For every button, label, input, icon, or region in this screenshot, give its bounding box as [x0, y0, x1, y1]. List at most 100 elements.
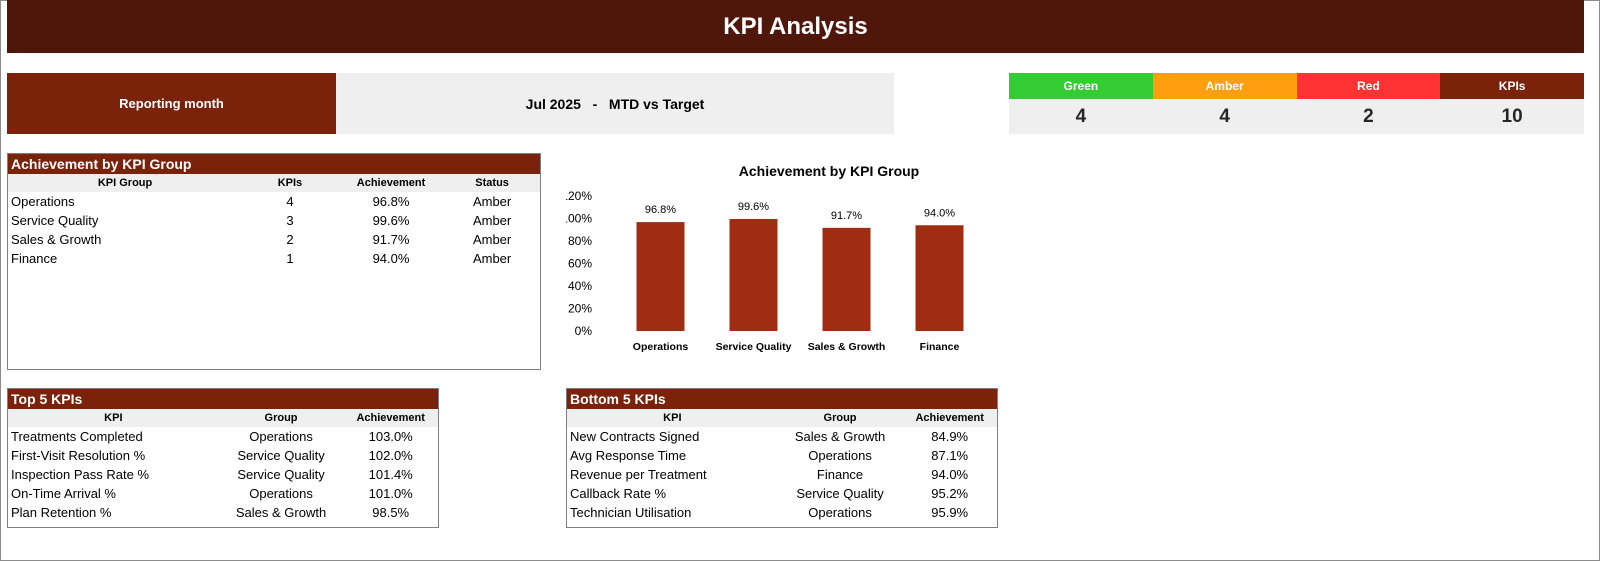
bottom-kpis-panel: Bottom 5 KPIs KPI Group Achievement New … — [566, 388, 998, 528]
cell-group: Service Quality — [796, 486, 884, 501]
bar-data-label: 99.6% — [738, 201, 769, 213]
panel-title: Bottom 5 KPIs — [567, 389, 997, 409]
column-header: KPI — [567, 409, 778, 427]
column-header: KPI Group — [8, 174, 243, 192]
chart-bars: 96.8% 99.6% 91.7% 94.0% — [636, 201, 964, 331]
cell-status: Amber — [472, 194, 512, 209]
column-header: KPIs — [242, 174, 338, 192]
bottom-kpis-table: KPI Group Achievement New Contracts Sign… — [567, 409, 997, 522]
cell-achievement: 96.8% — [372, 194, 410, 209]
reporting-month-value[interactable]: Jul 2025 - MTD vs Target — [336, 73, 894, 134]
cell-group: Operations — [249, 429, 313, 444]
top-kpis-panel: Top 5 KPIs KPI Group Achievement Treatme… — [7, 388, 439, 528]
y-tick-label: 40% — [568, 279, 592, 293]
cell-kpi: Plan Retention % — [11, 505, 112, 520]
status-tile-label: Red — [1296, 73, 1441, 99]
table-row[interactable]: Operations 4 96.8% Amber — [8, 192, 540, 211]
table-row[interactable]: First-Visit Resolution % Service Quality… — [8, 446, 438, 465]
column-header: Group — [218, 409, 344, 427]
table-row[interactable]: On-Time Arrival % Operations 101.0% — [8, 484, 438, 503]
table-header-row: KPI Group KPIs Achievement Status — [8, 174, 540, 192]
cell-group: Finance — [816, 467, 864, 482]
status-tile-value: 2 — [1296, 99, 1441, 134]
bar-data-label: 96.8% — [645, 204, 676, 216]
status-tile-amber: Amber 4 — [1152, 73, 1297, 134]
cell-kpi: First-Visit Resolution % — [11, 448, 146, 463]
chart-x-axis: Operations Service Quality Sales & Growth F… — [633, 341, 960, 353]
bar-data-label: 91.7% — [831, 210, 862, 222]
chart-bar[interactable] — [636, 222, 685, 331]
column-header: Achievement — [343, 409, 438, 427]
x-category-label: Finance — [920, 341, 960, 353]
table-row[interactable]: Service Quality 3 99.6% Amber — [8, 211, 540, 230]
cell-achievement: 84.9% — [931, 429, 969, 444]
cell-group: Operations — [249, 486, 313, 501]
table-row[interactable]: Avg Response Time Operations 87.1% — [567, 446, 997, 465]
cell-achievement: 101.4% — [368, 467, 413, 482]
status-tile-value: 4 — [1009, 99, 1153, 134]
chart-bar[interactable] — [822, 227, 871, 331]
table-row[interactable]: Callback Rate % Service Quality 95.2% — [567, 484, 997, 503]
cell-status: Amber — [472, 213, 512, 228]
cell-kpi: New Contracts Signed — [570, 429, 700, 444]
table-header-row: KPI Group Achievement — [8, 409, 438, 427]
table-row[interactable]: Finance 1 94.0% Amber — [8, 249, 540, 268]
cell-achievement: 95.9% — [931, 505, 969, 520]
cell-kpi: Avg Response Time — [570, 448, 687, 463]
cell-group: Operations — [808, 448, 872, 463]
chart-title: Achievement by KPI Group — [739, 163, 919, 179]
panel-title: Achievement by KPI Group — [8, 154, 540, 174]
table-row[interactable]: Technician Utilisation Operations 95.9% — [567, 503, 997, 522]
column-header: Status — [444, 174, 540, 192]
y-tick-label: 100% — [566, 212, 592, 226]
cell-status: Amber — [472, 251, 512, 266]
y-tick-label: 20% — [568, 302, 592, 316]
cell-kpis: 1 — [286, 251, 294, 266]
status-tile-value: 4 — [1152, 99, 1297, 134]
cell-kpi: Revenue per Treatment — [570, 467, 707, 482]
table-row[interactable]: New Contracts Signed Sales & Growth 84.9… — [567, 427, 997, 446]
status-tile-green: Green 4 — [1009, 73, 1153, 134]
group-achievement-table: KPI Group KPIs Achievement Status Operat… — [8, 174, 540, 268]
achievement-chart[interactable]: Achievement by KPI Group 0% 20% 40% 60% 80% 1… — [561, 150, 996, 365]
chart-bar[interactable] — [729, 218, 778, 331]
cell-achievement: 99.6% — [372, 213, 410, 228]
cell-kpi: On-Time Arrival % — [11, 486, 116, 501]
chart-bar[interactable] — [915, 225, 964, 331]
x-category-label: Sales & Growth — [808, 341, 886, 353]
cell-achievement: 98.5% — [372, 505, 410, 520]
cell-group: Sales & Growth — [794, 429, 886, 444]
table-row[interactable]: Treatments Completed Operations 103.0% — [8, 427, 438, 446]
achievement-chart-svg: Achievement by KPI Group 0% 20% 40% 60% 80% 1… — [561, 163, 964, 353]
chart-y-axis: 0% 20% 40% 60% 80% 100% 120% — [561, 189, 592, 338]
cell-achievement: 87.1% — [931, 448, 969, 463]
column-header: Group — [777, 409, 903, 427]
cell-group: Service Quality — [237, 467, 325, 482]
x-category-label: Operations — [633, 341, 689, 353]
status-tile-label: Green — [1009, 73, 1153, 99]
top-kpis-table: KPI Group Achievement Treatments Complet… — [8, 409, 438, 522]
cell-kpis: 4 — [286, 194, 294, 209]
reporting-month-label: Reporting month — [7, 73, 336, 134]
table-row[interactable]: Revenue per Treatment Finance 94.0% — [567, 465, 997, 484]
table-row[interactable]: Sales & Growth 2 91.7% Amber — [8, 230, 540, 249]
status-tile-label: KPIs — [1440, 73, 1584, 99]
group-achievement-panel: Achievement by KPI Group KPI Group KPIs … — [7, 153, 541, 370]
table-row[interactable]: Plan Retention % Sales & Growth 98.5% — [8, 503, 438, 522]
y-tick-label: 120% — [566, 189, 592, 203]
table-row[interactable]: Inspection Pass Rate % Service Quality 1… — [8, 465, 438, 484]
bar-data-label: 94.0% — [924, 207, 955, 219]
status-tile-kpis: KPIs 10 — [1440, 73, 1584, 134]
cell-kpi: Treatments Completed — [11, 429, 143, 444]
panel-title: Top 5 KPIs — [8, 389, 438, 409]
status-tile-label: Amber — [1152, 73, 1297, 99]
cell-kpis: 3 — [286, 213, 294, 228]
cell-group: Service Quality — [11, 213, 99, 228]
cell-group: Finance — [11, 251, 58, 266]
cell-achievement: 95.2% — [931, 486, 969, 501]
cell-achievement: 103.0% — [368, 429, 413, 444]
cell-group: Sales & Growth — [235, 505, 327, 520]
cell-group: Operations — [808, 505, 872, 520]
cell-kpi: Callback Rate % — [570, 486, 667, 501]
cell-group: Service Quality — [237, 448, 325, 463]
